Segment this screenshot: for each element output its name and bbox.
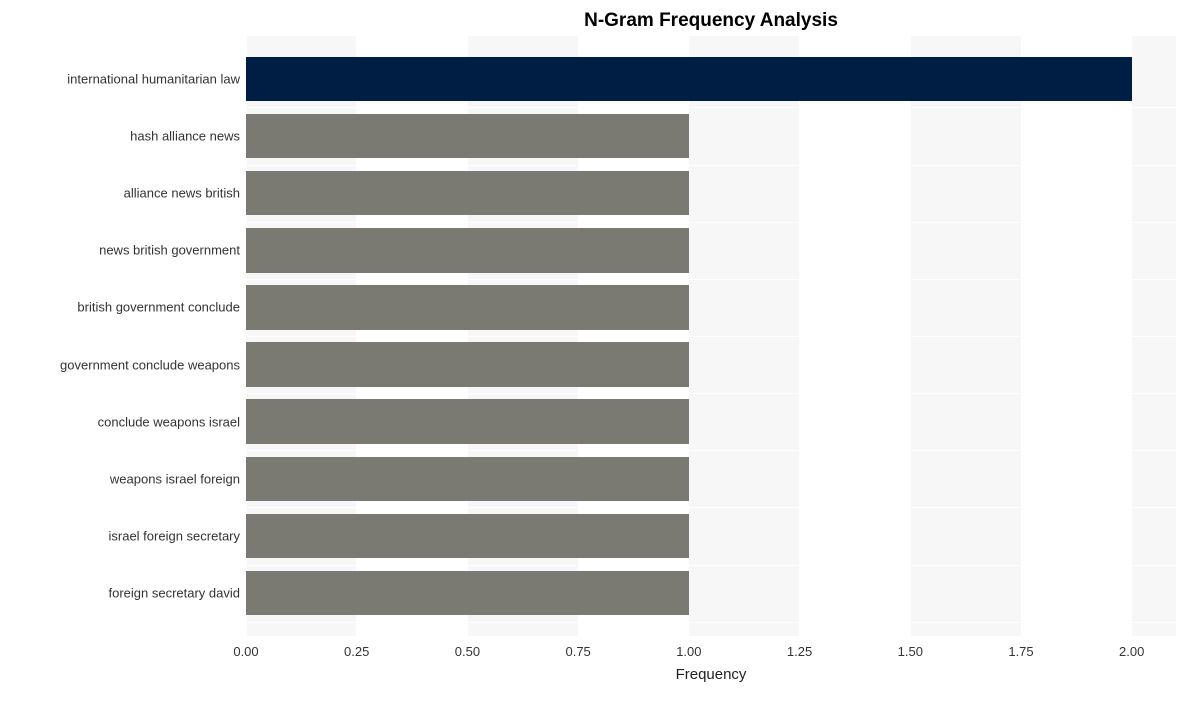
x-tick-label: 0.50 [455,636,480,659]
x-tick-label: 0.25 [344,636,369,659]
x-tick-label: 1.75 [1008,636,1033,659]
row-grid-line [246,222,1176,223]
x-tick-label: 1.00 [676,636,701,659]
row-grid-line [246,393,1176,394]
y-tick-label: alliance news british [124,186,246,201]
y-tick-label: weapons israel foreign [110,471,246,486]
x-tick-label: 0.00 [233,636,258,659]
row-grid-line [246,507,1176,508]
y-tick-label: government conclude weapons [60,357,246,372]
x-tick-label: 1.25 [787,636,812,659]
bar [246,171,689,216]
y-tick-label: british government conclude [77,300,246,315]
y-tick-label: conclude weapons israel [98,414,246,429]
y-tick-label: israel foreign secretary [109,529,247,544]
bar [246,514,689,559]
y-tick-label: foreign secretary david [108,586,246,601]
row-grid-line [246,565,1176,566]
bar [246,228,689,273]
row-grid-line [246,279,1176,280]
plot-area: Frequency international humanitarian law… [246,36,1176,636]
x-tick-label: 2.00 [1119,636,1144,659]
x-axis-title: Frequency [246,636,1176,683]
bar [246,114,689,159]
bar [246,399,689,444]
bar [246,571,689,616]
row-grid-line [246,107,1176,108]
row-grid-line [246,450,1176,451]
row-grid-line [246,165,1176,166]
y-tick-label: hash alliance news [130,129,246,144]
x-tick-label: 1.50 [898,636,923,659]
bar [246,342,689,387]
row-grid-line [246,622,1176,623]
x-tick-label: 0.75 [565,636,590,659]
bar [246,457,689,502]
y-tick-label: international humanitarian law [67,71,246,86]
chart-title: N-Gram Frequency Analysis [246,10,1176,32]
bar [246,285,689,330]
bar [246,57,1132,102]
ngram-chart: N-Gram Frequency Analysis Frequency inte… [0,0,1185,701]
row-grid-line [246,336,1176,337]
y-tick-label: news british government [99,243,246,258]
